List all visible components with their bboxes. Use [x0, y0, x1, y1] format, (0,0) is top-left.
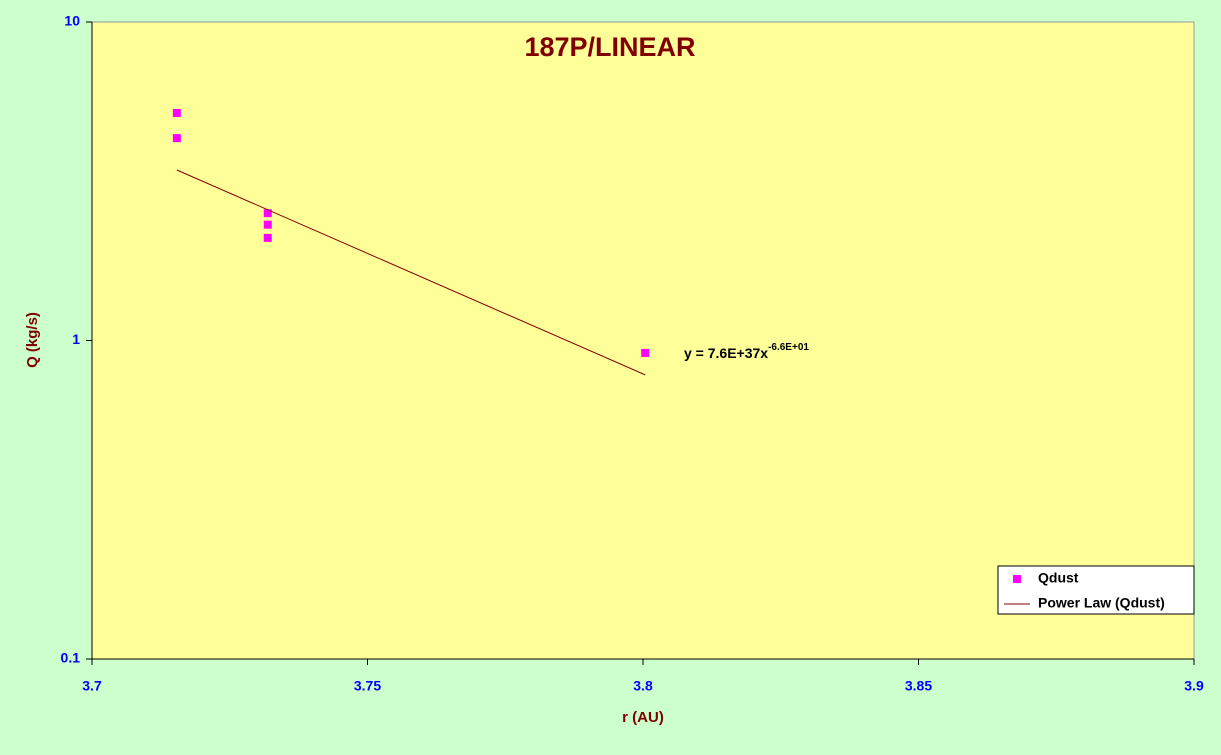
- chart-title: 187P/LINEAR: [524, 32, 695, 62]
- equation: y = 7.6E+37x-6.6E+01: [684, 342, 809, 361]
- y-tick-label: 0.1: [61, 650, 81, 666]
- x-tick-label: 3.8: [633, 678, 653, 694]
- legend-label: Power Law (Qdust): [1038, 595, 1165, 611]
- x-tick-label: 3.85: [905, 678, 932, 694]
- y-tick-label: 10: [64, 13, 80, 29]
- legend-marker: [1013, 575, 1021, 583]
- marker: [263, 220, 272, 229]
- equation-exponent: -6.6E+01: [768, 342, 809, 353]
- x-tick-label: 3.9: [1184, 678, 1204, 694]
- marker: [263, 233, 272, 242]
- marker: [172, 108, 181, 117]
- x-axis-label: r (AU): [622, 709, 664, 726]
- marker: [641, 348, 650, 357]
- x-tick-label: 3.75: [354, 678, 381, 694]
- plot-area: [91, 21, 1195, 660]
- equation-text: y = 7.6E+37x: [684, 345, 768, 361]
- legend: [997, 565, 1195, 615]
- trend-line: [176, 169, 646, 376]
- legend-label: Qdust: [1038, 570, 1079, 586]
- y-axis-label: Q (kg/s): [24, 312, 41, 368]
- y-tick-label: 1: [72, 331, 80, 347]
- marker: [263, 209, 272, 218]
- x-tick-label: 3.7: [82, 678, 102, 694]
- marker: [172, 134, 181, 143]
